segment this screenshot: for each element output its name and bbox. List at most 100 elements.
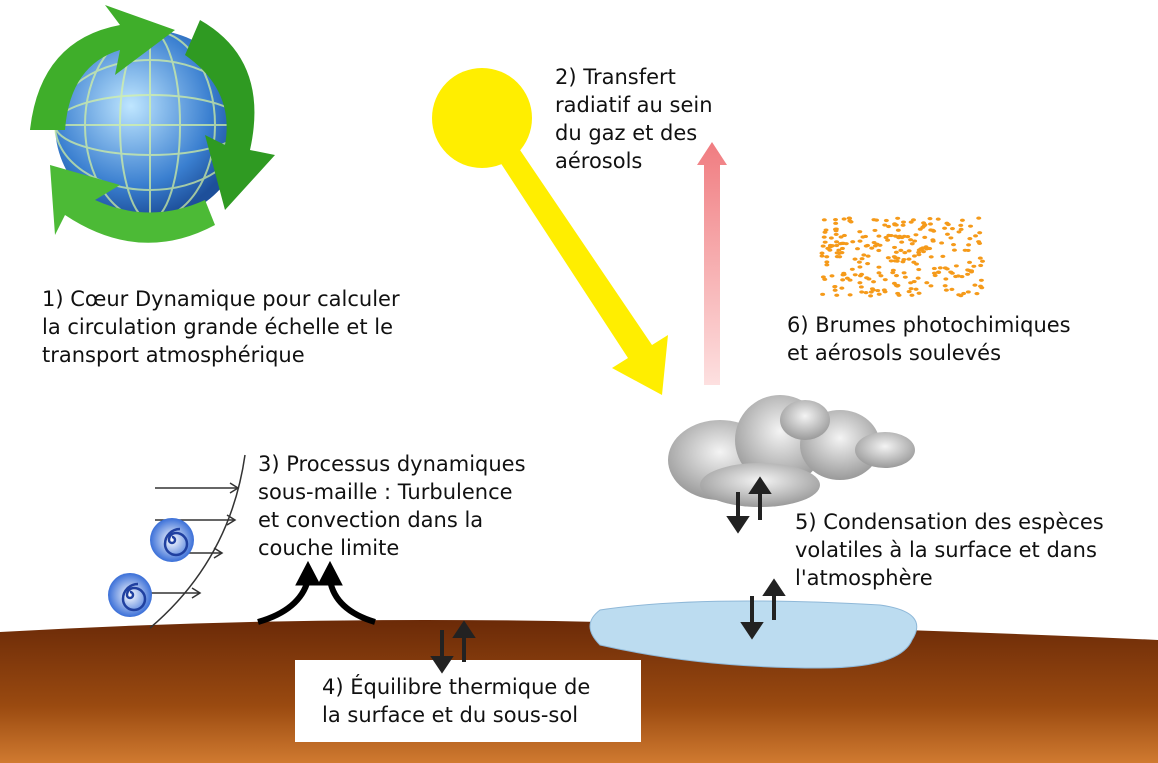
aerosol-dot	[872, 228, 878, 233]
aerosol-dot	[940, 254, 946, 258]
aerosol-dot	[824, 263, 830, 267]
aerosol-dot	[824, 260, 830, 264]
aerosol-dot	[909, 293, 915, 297]
aerosol-dot	[965, 272, 971, 276]
aerosol-dot	[870, 288, 876, 292]
aerosol-dot	[948, 236, 954, 240]
label-line: 2) Transfert	[555, 65, 676, 89]
aerosol-dot	[881, 288, 887, 292]
label-line: et aérosols soulevés	[787, 341, 1001, 365]
label-line: volatiles à la surface et dans	[795, 538, 1097, 562]
aerosol-dot	[828, 236, 834, 240]
aerosol-dot	[847, 293, 853, 297]
aerosol-dot	[834, 251, 840, 255]
aerosol-dot	[876, 234, 882, 238]
label-line: 1) Cœur Dynamique pour calculer	[42, 287, 400, 311]
aerosol-dot	[943, 277, 949, 281]
aerosol-dot	[967, 237, 973, 241]
aerosol-dot	[840, 241, 846, 245]
aerosol-dot	[876, 265, 882, 269]
aerosol-dot	[908, 287, 914, 291]
aerosol-dot	[832, 227, 838, 231]
aerosol-dot	[876, 271, 882, 275]
aerosol-dot	[959, 274, 965, 279]
aerosol-dot	[922, 235, 928, 239]
aerosol-dot	[875, 288, 881, 293]
wind-arrow-head	[229, 482, 240, 494]
aerosol-dot	[892, 259, 898, 263]
aerosol-dot	[949, 227, 955, 231]
aerosol-dot	[834, 293, 840, 297]
aerosol-dot	[865, 254, 871, 258]
aerosol-dot	[912, 239, 918, 243]
aerosol-dot	[821, 218, 827, 222]
aerosol-dot	[942, 226, 948, 230]
aerosol-dot	[902, 251, 908, 255]
aerosol-dot	[878, 274, 884, 278]
aerosol-dot	[977, 256, 983, 260]
aerosol-dot	[977, 231, 983, 235]
aerosol-dot	[856, 260, 862, 264]
label-line: couche limite	[258, 536, 399, 560]
wind-arrow-head	[213, 547, 224, 559]
aerosol-dot	[819, 251, 825, 255]
aerosol-dot	[836, 248, 842, 252]
label-line: l'atmosphère	[795, 566, 933, 590]
aerosol-dot	[968, 270, 974, 274]
aerosol-dot	[949, 287, 955, 291]
aerosol-dot	[895, 228, 901, 232]
aerosol-dot	[928, 255, 934, 259]
aerosol-dot	[871, 240, 877, 245]
aerosol-dot	[820, 244, 826, 248]
aerosol-dot	[895, 256, 901, 260]
aerosol-dot	[891, 255, 897, 259]
aerosol-dot	[820, 292, 826, 296]
eddies	[108, 518, 194, 617]
aerosol-dot	[942, 266, 948, 270]
aerosol-dot	[901, 257, 907, 262]
aerosol-dot	[893, 250, 899, 254]
aerosol-dot	[962, 248, 968, 252]
aerosol-dot	[928, 284, 934, 288]
exchange-arrows	[430, 476, 786, 674]
aerosol-dot	[850, 240, 856, 244]
aerosol-dot	[956, 293, 962, 297]
label-line: du gaz et des	[555, 121, 697, 145]
aerosol-dot	[888, 259, 894, 263]
aerosol-dot	[966, 243, 972, 247]
aerosol-dot	[822, 230, 828, 234]
aerosol-dot	[829, 274, 835, 278]
aerosol-dot	[924, 281, 930, 285]
aerosol-dot	[935, 217, 941, 221]
aerosol-dot	[841, 217, 847, 221]
aerosol-dot	[953, 274, 959, 279]
aerosol-dot	[967, 260, 973, 264]
aerosol-dot	[931, 229, 937, 233]
aerosol-dot	[896, 236, 902, 240]
aerosol-dot	[959, 218, 965, 222]
aerosol-dot	[898, 248, 904, 252]
aerosol-dot	[822, 277, 828, 281]
aerosol-dot	[825, 246, 831, 250]
aerosol-dot	[914, 262, 920, 266]
aerosol-dot	[973, 234, 979, 238]
aerosol-dot	[978, 278, 984, 282]
wind-arrow-head	[191, 587, 202, 599]
aerosol-dot	[841, 271, 847, 275]
aerosol-dot	[893, 274, 899, 278]
aerosol-dot	[945, 222, 951, 227]
aerosol-dot	[861, 253, 867, 257]
aerosol-dot	[822, 240, 828, 244]
aerosol-dot	[859, 257, 865, 261]
cloud	[668, 395, 915, 507]
aerosol-dot	[916, 252, 922, 257]
aerosol-dot	[882, 278, 888, 282]
aerosol-dot	[865, 243, 871, 248]
aerosol-dot	[876, 248, 882, 253]
aerosol-dot	[976, 240, 982, 244]
aerosol-dot	[857, 230, 863, 234]
aerosol-dot	[913, 287, 919, 291]
aerosol-dot	[819, 254, 825, 258]
label-box	[295, 660, 641, 742]
